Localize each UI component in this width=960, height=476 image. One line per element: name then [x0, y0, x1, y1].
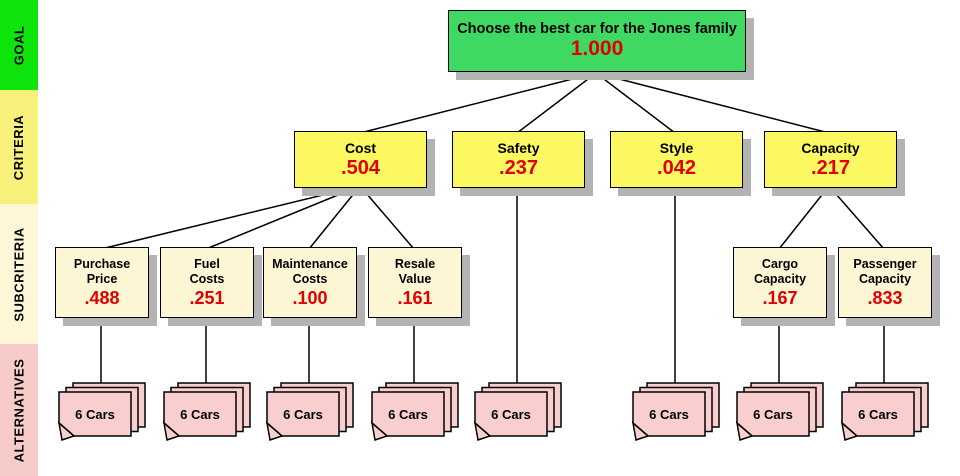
criteria-weight: .237	[499, 156, 538, 179]
criteria-label: Style	[659, 140, 694, 157]
alternatives-count-label: 6 Cars	[858, 407, 898, 422]
criteria-label: Safety	[497, 140, 540, 157]
card-fold	[473, 421, 492, 441]
card-fold	[265, 421, 284, 441]
alternatives-stack: 6 Cars	[57, 382, 146, 441]
card-fold	[840, 421, 859, 441]
criteria-weight: .217	[811, 156, 850, 179]
card-front	[474, 391, 548, 437]
subcriteria-node-maintenance-costs: Maintenance Costs .100	[263, 247, 357, 318]
alternatives-count-label: 6 Cars	[649, 407, 689, 422]
alternatives-stack: 6 Cars	[265, 382, 354, 441]
card-fold	[631, 421, 650, 441]
sidebar-band-goal: GOAL	[0, 0, 38, 90]
card-fold	[162, 421, 181, 441]
criteria-label: Cost	[344, 140, 377, 157]
card-front	[841, 391, 915, 437]
subcriteria-node-fuel-costs: Fuel Costs .251	[160, 247, 254, 318]
alternatives-stack: 6 Cars	[735, 382, 824, 441]
subcriteria-label: Purchase Price	[73, 256, 131, 286]
subcriteria-weight: .161	[397, 287, 433, 308]
sidebar-band-criteria-label: CRITERIA	[11, 114, 27, 180]
criteria-node-cost: Cost .504	[294, 131, 427, 188]
subcriteria-weight: .488	[84, 287, 120, 308]
sidebar-band-goal-label: GOAL	[11, 25, 27, 65]
card-front	[371, 391, 445, 437]
subcriteria-weight: .833	[867, 287, 903, 308]
card-front	[632, 391, 706, 437]
card-front	[58, 391, 132, 437]
subcriteria-weight: .167	[762, 287, 798, 308]
level-sidebar: GOAL CRITERIA SUBCRITERIA ALTERNATIVES	[0, 0, 38, 476]
subcriteria-node-purchase-price: Purchase Price .488	[55, 247, 149, 318]
criteria-node-style: Style .042	[610, 131, 743, 188]
alternatives-count-label: 6 Cars	[753, 407, 793, 422]
goal-node: Choose the best car for the Jones family…	[448, 10, 746, 72]
subcriteria-label: Resale Value	[394, 256, 436, 286]
subcriteria-weight: .251	[189, 287, 225, 308]
sidebar-band-subcriteria: SUBCRITERIA	[0, 204, 38, 344]
subcriteria-label: Maintenance Costs	[272, 256, 348, 286]
subcriteria-node-resale-value: Resale Value .161	[368, 247, 462, 318]
card-front	[266, 391, 340, 437]
sidebar-band-subcriteria-label: SUBCRITERIA	[11, 226, 27, 322]
alternatives-count-label: 6 Cars	[388, 407, 428, 422]
subcriteria-node-passenger-capacity: Passenger Capacity .833	[838, 247, 932, 318]
criteria-weight: .504	[341, 156, 380, 179]
alternatives-count-label: 6 Cars	[180, 407, 220, 422]
card-fold	[735, 421, 754, 441]
alternatives-stack: 6 Cars	[631, 382, 720, 441]
alternatives-stack: 6 Cars	[162, 382, 251, 441]
alternatives-stack: 6 Cars	[840, 382, 929, 441]
criteria-label: Capacity	[801, 140, 860, 157]
sidebar-band-criteria: CRITERIA	[0, 90, 38, 204]
subcriteria-weight: .100	[292, 287, 328, 308]
card-front	[736, 391, 810, 437]
subcriteria-label: Cargo Capacity	[753, 256, 807, 286]
alternatives-stack: 6 Cars	[473, 382, 562, 441]
alternatives-count-label: 6 Cars	[75, 407, 115, 422]
alternatives-count-label: 6 Cars	[491, 407, 531, 422]
card-fold	[57, 421, 76, 441]
card-fold	[370, 421, 389, 441]
card-front	[163, 391, 237, 437]
sidebar-band-alternatives-label: ALTERNATIVES	[11, 358, 27, 462]
criteria-node-capacity: Capacity .217	[764, 131, 897, 188]
subcriteria-node-cargo-capacity: Cargo Capacity .167	[733, 247, 827, 318]
sidebar-band-alternatives: ALTERNATIVES	[0, 344, 38, 476]
goal-weight: 1.000	[570, 37, 624, 61]
alternatives-count-label: 6 Cars	[283, 407, 323, 422]
criteria-node-safety: Safety .237	[452, 131, 585, 188]
goal-label: Choose the best car for the Jones family	[457, 21, 737, 38]
subcriteria-label: Fuel Costs	[189, 256, 225, 286]
subcriteria-label: Passenger Capacity	[853, 256, 917, 286]
alternatives-stack: 6 Cars	[370, 382, 459, 441]
criteria-weight: .042	[657, 156, 696, 179]
